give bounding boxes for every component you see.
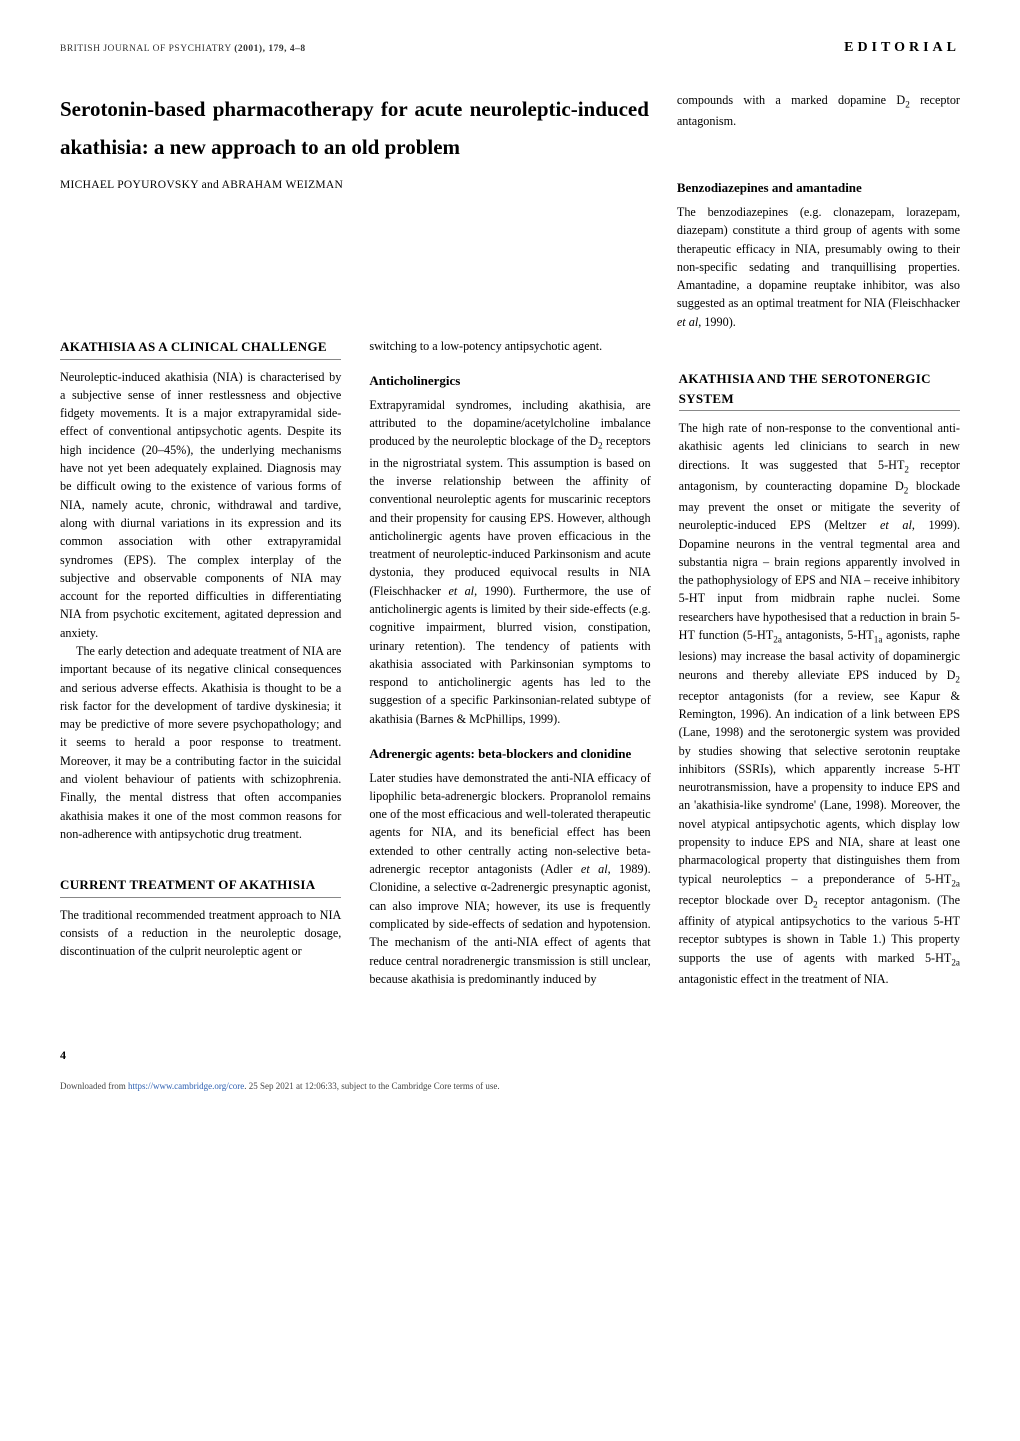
adrenergic-heading: Adrenergic agents: beta-blockers and clo…: [369, 744, 650, 764]
running-header: BRITISH JOURNAL OF PSYCHIATRY (2001), 17…: [60, 40, 960, 56]
footer-prefix: Downloaded from: [60, 1081, 128, 1091]
col3-lead-paragraph: compounds with a marked dopamine D2 rece…: [677, 91, 960, 130]
benzo-heading: Benzodiazepines and amantadine: [677, 178, 960, 198]
journal-issue: (2001), 179, 4–8: [234, 44, 305, 54]
column-1: AKATHISIA AS A CLINICAL CHALLENGE Neurol…: [60, 337, 341, 988]
body-columns: AKATHISIA AS A CLINICAL CHALLENGE Neurol…: [60, 337, 960, 988]
c2-p1: Extrapyramidal syndromes, including akat…: [369, 396, 650, 728]
serotonergic-heading: AKATHISIA AND THE SEROTONERGIC SYSTEM: [679, 369, 960, 408]
authors: MICHAEL POYUROVSKY and ABRAHAM WEIZMAN: [60, 177, 649, 194]
page-number: 4: [60, 1048, 960, 1063]
section-label: EDITORIAL: [844, 40, 960, 56]
current-treatment-heading: CURRENT TREATMENT OF AKATHISIA: [60, 875, 341, 895]
c1-p3: The traditional recommended treatment ap…: [60, 906, 341, 961]
c1-p1: Neuroleptic-induced akathisia (NIA) is c…: [60, 368, 341, 642]
top-columns: Serotonin-based pharmacotherapy for acut…: [60, 91, 960, 331]
journal-name: BRITISH JOURNAL OF PSYCHIATRY: [60, 44, 234, 54]
article-title: Serotonin-based pharmacotherapy for acut…: [60, 91, 649, 167]
anticholinergics-heading: Anticholinergics: [369, 371, 650, 391]
benzo-paragraph: The benzodiazepines (e.g. clonazepam, lo…: [677, 203, 960, 331]
akathisia-challenge-heading: AKATHISIA AS A CLINICAL CHALLENGE: [60, 337, 341, 357]
c1-p2: The early detection and adequate treatme…: [60, 642, 341, 843]
c2-lead: switching to a low-potency antipsychotic…: [369, 337, 650, 355]
download-footer: Downloaded from https://www.cambridge.or…: [60, 1081, 960, 1091]
column-2: switching to a low-potency antipsychotic…: [369, 337, 650, 988]
heading-rule-3: [679, 410, 960, 411]
c3-p2: The high rate of non-response to the con…: [679, 419, 960, 988]
journal-citation: BRITISH JOURNAL OF PSYCHIATRY (2001), 17…: [60, 44, 306, 54]
heading-rule: [60, 359, 341, 360]
column-3: AKATHISIA AND THE SEROTONERGIC SYSTEM Th…: [679, 337, 960, 988]
footer-suffix: . 25 Sep 2021 at 12:06:33, subject to th…: [244, 1081, 499, 1091]
heading-rule-2: [60, 897, 341, 898]
c2-p2: Later studies have demonstrated the anti…: [369, 769, 650, 989]
footer-link[interactable]: https://www.cambridge.org/core: [128, 1081, 244, 1091]
title-block: Serotonin-based pharmacotherapy for acut…: [60, 91, 649, 194]
